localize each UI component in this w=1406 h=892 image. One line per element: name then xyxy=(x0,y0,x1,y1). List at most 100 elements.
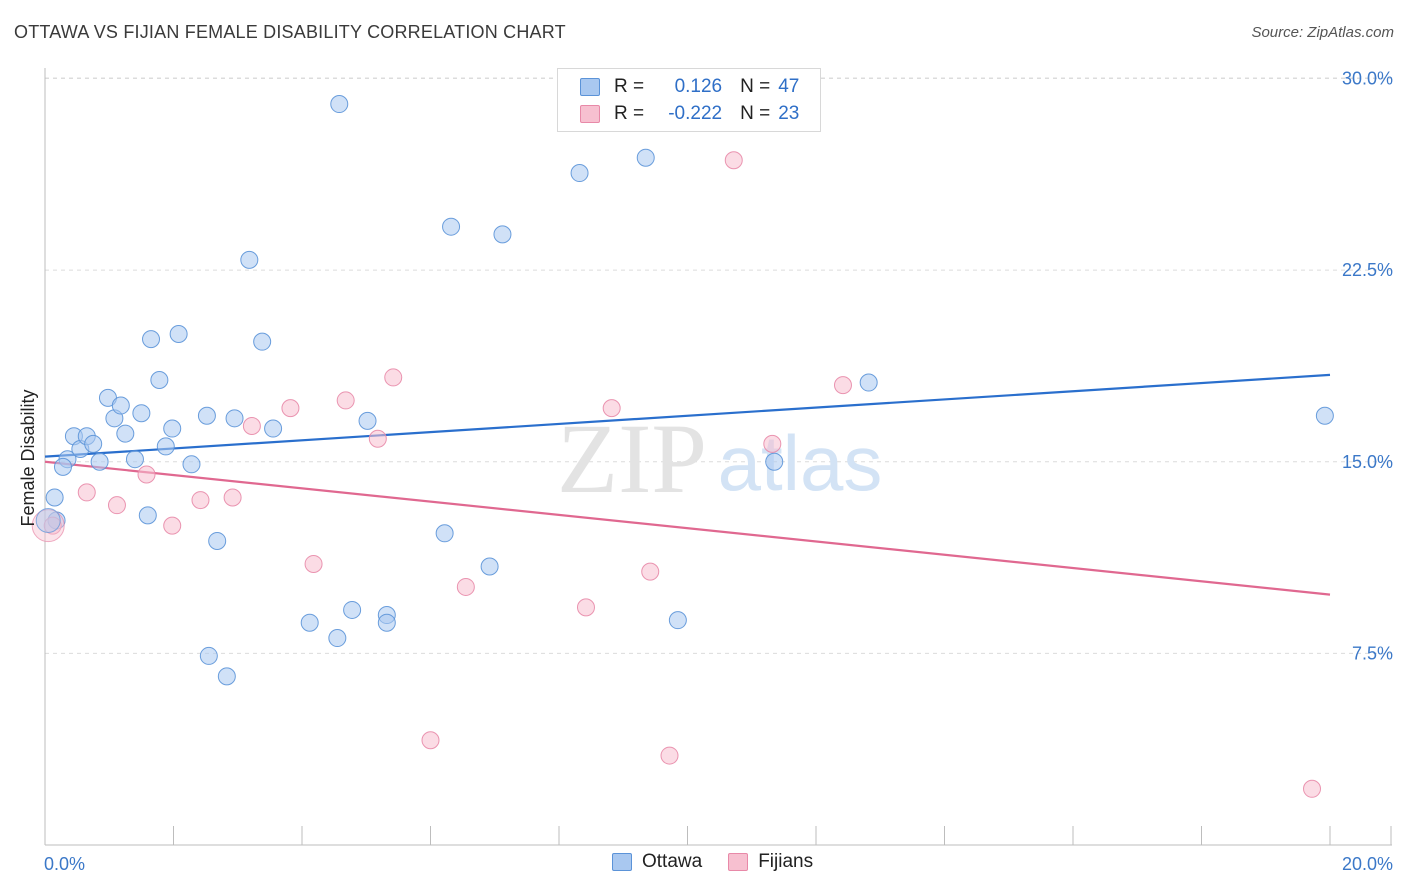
watermark: ZIP atlas xyxy=(557,403,882,514)
series-legend: Ottawa Fijians xyxy=(612,851,839,873)
fijians-r-value: -0.222 xyxy=(668,103,723,124)
ottawa-point xyxy=(240,250,259,269)
ottawa-point xyxy=(343,600,362,619)
ottawa-point xyxy=(142,330,161,349)
y-tick-label: 30.0% xyxy=(1342,69,1393,89)
ottawa-point xyxy=(330,95,349,114)
fijians-point xyxy=(384,368,403,387)
axis-labels: 7.5% 15.0% 22.5% 30.0% 0.0% 20.0% Female Disab… xyxy=(18,69,1393,875)
fijians-point xyxy=(660,746,679,765)
fijians-point xyxy=(763,434,782,453)
fijians-point xyxy=(223,488,242,507)
grid-lines xyxy=(45,77,1392,654)
ottawa-point xyxy=(493,225,512,244)
ottawa-r-value: 0.126 xyxy=(674,76,723,97)
ottawa-point xyxy=(217,667,236,686)
y-tick-label: 22.5% xyxy=(1342,260,1393,280)
fijians-point xyxy=(191,491,210,510)
fijians-point xyxy=(421,731,440,750)
ottawa-swatch xyxy=(580,78,600,96)
fijians-point xyxy=(724,151,743,170)
trend-lines xyxy=(44,373,1331,596)
ottawa-r-label: R = xyxy=(614,76,645,97)
fijians-n-label: N = xyxy=(740,103,771,124)
ottawa-point xyxy=(636,148,655,167)
ottawa-point xyxy=(125,450,144,469)
y-tick-label: 7.5% xyxy=(1352,643,1393,663)
ottawa-point xyxy=(225,409,244,428)
ottawa-point xyxy=(328,629,347,648)
ottawa-point xyxy=(668,611,687,630)
ottawa-point xyxy=(442,217,461,236)
ottawa-point xyxy=(45,488,64,507)
ottawa-point xyxy=(132,404,151,423)
fijians-point xyxy=(107,496,126,515)
ottawa-point xyxy=(169,325,188,343)
ottawa-point xyxy=(264,419,283,438)
ottawa-point xyxy=(377,613,396,632)
ottawa-point xyxy=(300,613,319,632)
fijians-point xyxy=(576,598,595,617)
ottawa-point xyxy=(90,452,109,471)
fijians-trend-line xyxy=(44,460,1331,596)
ottawa-n-label: N = xyxy=(740,76,771,97)
fijians-legend-label: Fijians xyxy=(758,851,814,872)
ottawa-legend-label: Ottawa xyxy=(642,851,703,872)
ottawa-point xyxy=(150,370,169,389)
chart-title: OTTAWA VS FIJIAN FEMALE DISABILITY CORRE… xyxy=(14,22,566,42)
ottawa-point xyxy=(182,455,201,474)
legend-row-fijians: R = -0.222 N = 23 xyxy=(580,101,799,127)
fijians-point xyxy=(1303,779,1322,798)
ottawa-cluster-point xyxy=(35,508,61,534)
ottawa-point xyxy=(156,437,175,456)
ottawa-n-value: 47 xyxy=(778,76,800,97)
legend-row-ottawa: R = 0.126 N = 47 xyxy=(580,74,799,100)
fijians-point xyxy=(43,516,62,535)
fijians-point xyxy=(368,429,387,448)
fijians-point xyxy=(77,483,96,502)
ottawa-point xyxy=(163,419,182,438)
ottawa-point xyxy=(199,646,218,665)
y-tick-label: 15.0% xyxy=(1342,452,1393,472)
watermark-atlas: atlas xyxy=(718,419,883,507)
fijians-point xyxy=(163,516,182,535)
ottawa-point xyxy=(253,332,272,351)
ottawa-point xyxy=(111,396,130,415)
source-label: Source: ZipAtlas.com xyxy=(1251,24,1394,41)
x-tick-label-min: 0.0% xyxy=(44,854,85,874)
fijians-swatch xyxy=(580,105,600,123)
ottawa-trend-line xyxy=(44,373,1331,458)
fijians-point xyxy=(336,391,355,410)
ottawa-point xyxy=(765,452,784,471)
ottawa-point xyxy=(480,557,499,576)
ottawa-legend-swatch xyxy=(612,853,632,871)
ottawa-point xyxy=(435,524,454,543)
legend-item-fijians: Fijians xyxy=(728,851,813,873)
fijians-point xyxy=(137,465,156,484)
fijians-point xyxy=(242,416,261,435)
fijians-r-label: R = xyxy=(614,103,645,124)
fijians-cluster-point xyxy=(31,509,65,543)
legend-item-ottawa: Ottawa xyxy=(612,851,702,873)
ottawa-point xyxy=(1315,406,1334,425)
ottawa-point xyxy=(197,406,216,425)
fijians-point xyxy=(281,399,300,418)
ottawa-point xyxy=(53,457,72,476)
fijians-point xyxy=(304,554,323,573)
ottawa-point xyxy=(358,411,377,430)
stats-legend: R = 0.126 N = 47 R = -0.222 N = 23 xyxy=(557,68,821,132)
fijians-legend-swatch xyxy=(728,853,749,871)
fijians-point xyxy=(833,376,852,395)
fijians-point xyxy=(456,577,475,596)
data-points xyxy=(31,95,1334,798)
x-tick-label-max: 20.0% xyxy=(1342,854,1393,874)
ottawa-point xyxy=(138,506,157,525)
ottawa-point xyxy=(859,373,878,392)
ottawa-point xyxy=(570,164,589,183)
fijians-point xyxy=(602,399,621,418)
y-axis-title: Female Disability xyxy=(18,389,38,526)
ottawa-point xyxy=(208,531,227,550)
fijians-point xyxy=(641,562,660,581)
ottawa-point xyxy=(116,424,135,443)
